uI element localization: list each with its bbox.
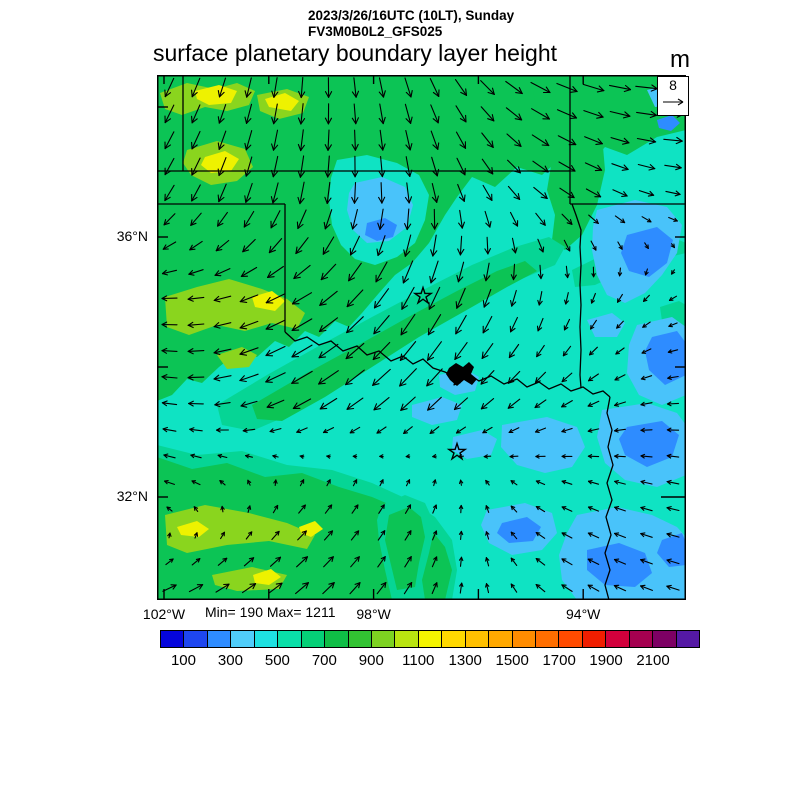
colorbar-tick-label: 700 xyxy=(311,652,337,669)
colorbar-segment xyxy=(161,631,185,647)
map-frame-border xyxy=(157,75,686,600)
pbl-height-map xyxy=(157,75,686,601)
colorbar-segment xyxy=(465,631,490,647)
colorbar-segment xyxy=(606,631,630,647)
colorbar-tick-label: 1700 xyxy=(542,652,576,669)
colorbar-segment xyxy=(418,631,443,647)
colorbar-segment xyxy=(207,631,232,647)
wind-reference-box: 8 xyxy=(657,76,689,116)
colorbar-segment xyxy=(278,631,302,647)
colorbar-tick-label: 1100 xyxy=(402,652,435,669)
colorbar-tick-label: 900 xyxy=(358,652,384,669)
colorbar-segment xyxy=(325,631,349,647)
lon-tick-label: 94°W xyxy=(565,606,601,622)
colorbar xyxy=(160,630,700,648)
colorbar-segment xyxy=(395,631,419,647)
lon-tick-label: 102°W xyxy=(142,606,186,622)
valid-time-label: 2023/3/26/16UTC (10LT), Sunday xyxy=(308,8,515,23)
colorbar-tick-label: 1300 xyxy=(448,652,482,669)
colorbar-segment xyxy=(184,631,208,647)
colorbar-segment xyxy=(559,631,583,647)
colorbar-segment xyxy=(653,631,677,647)
colorbar-segment xyxy=(231,631,255,647)
wind-reference-arrow-icon xyxy=(663,98,684,106)
wind-reference-value: 8 xyxy=(669,77,677,93)
lat-tick-label: 32°N xyxy=(116,488,148,504)
colorbar-tick-label: 1500 xyxy=(495,652,529,669)
lake-blob xyxy=(446,362,477,386)
colorbar-tick-label: 500 xyxy=(264,652,290,669)
colorbar-segment xyxy=(676,631,700,647)
wind-arrow-layer xyxy=(161,76,685,595)
colorbar-segment xyxy=(442,631,466,647)
colorbar-segment xyxy=(348,631,372,647)
lat-tick-label: 36°N xyxy=(116,228,148,244)
plot-title: surface planetary boundary layer height xyxy=(153,40,558,66)
colorbar-tick-label: 2100 xyxy=(636,652,670,669)
field-minmax-label: Min= 190 Max= 1211 xyxy=(205,604,336,620)
map-canvas xyxy=(157,75,686,601)
colorbar-segment xyxy=(582,631,607,647)
colorbar-segment xyxy=(629,631,654,647)
colorbar-segment xyxy=(371,631,396,647)
colorbar-segment xyxy=(301,631,326,647)
colorbar-unit-label: m xyxy=(670,46,690,73)
city-star xyxy=(412,285,434,305)
colorbar-tick-label: 300 xyxy=(217,652,243,669)
colorbar-segment xyxy=(489,631,513,647)
model-name-label: FV3M0B0L2_GFS025 xyxy=(308,24,443,39)
city-markers xyxy=(412,285,477,461)
colorbar-segment xyxy=(512,631,536,647)
city-star xyxy=(446,441,468,461)
colorbar-tick-label: 1900 xyxy=(589,652,623,669)
colorbar-segment xyxy=(536,631,560,647)
colorbar-tick-label: 100 xyxy=(170,652,196,669)
lon-tick-label: 98°W xyxy=(356,606,391,622)
colorbar-segment xyxy=(254,631,279,647)
